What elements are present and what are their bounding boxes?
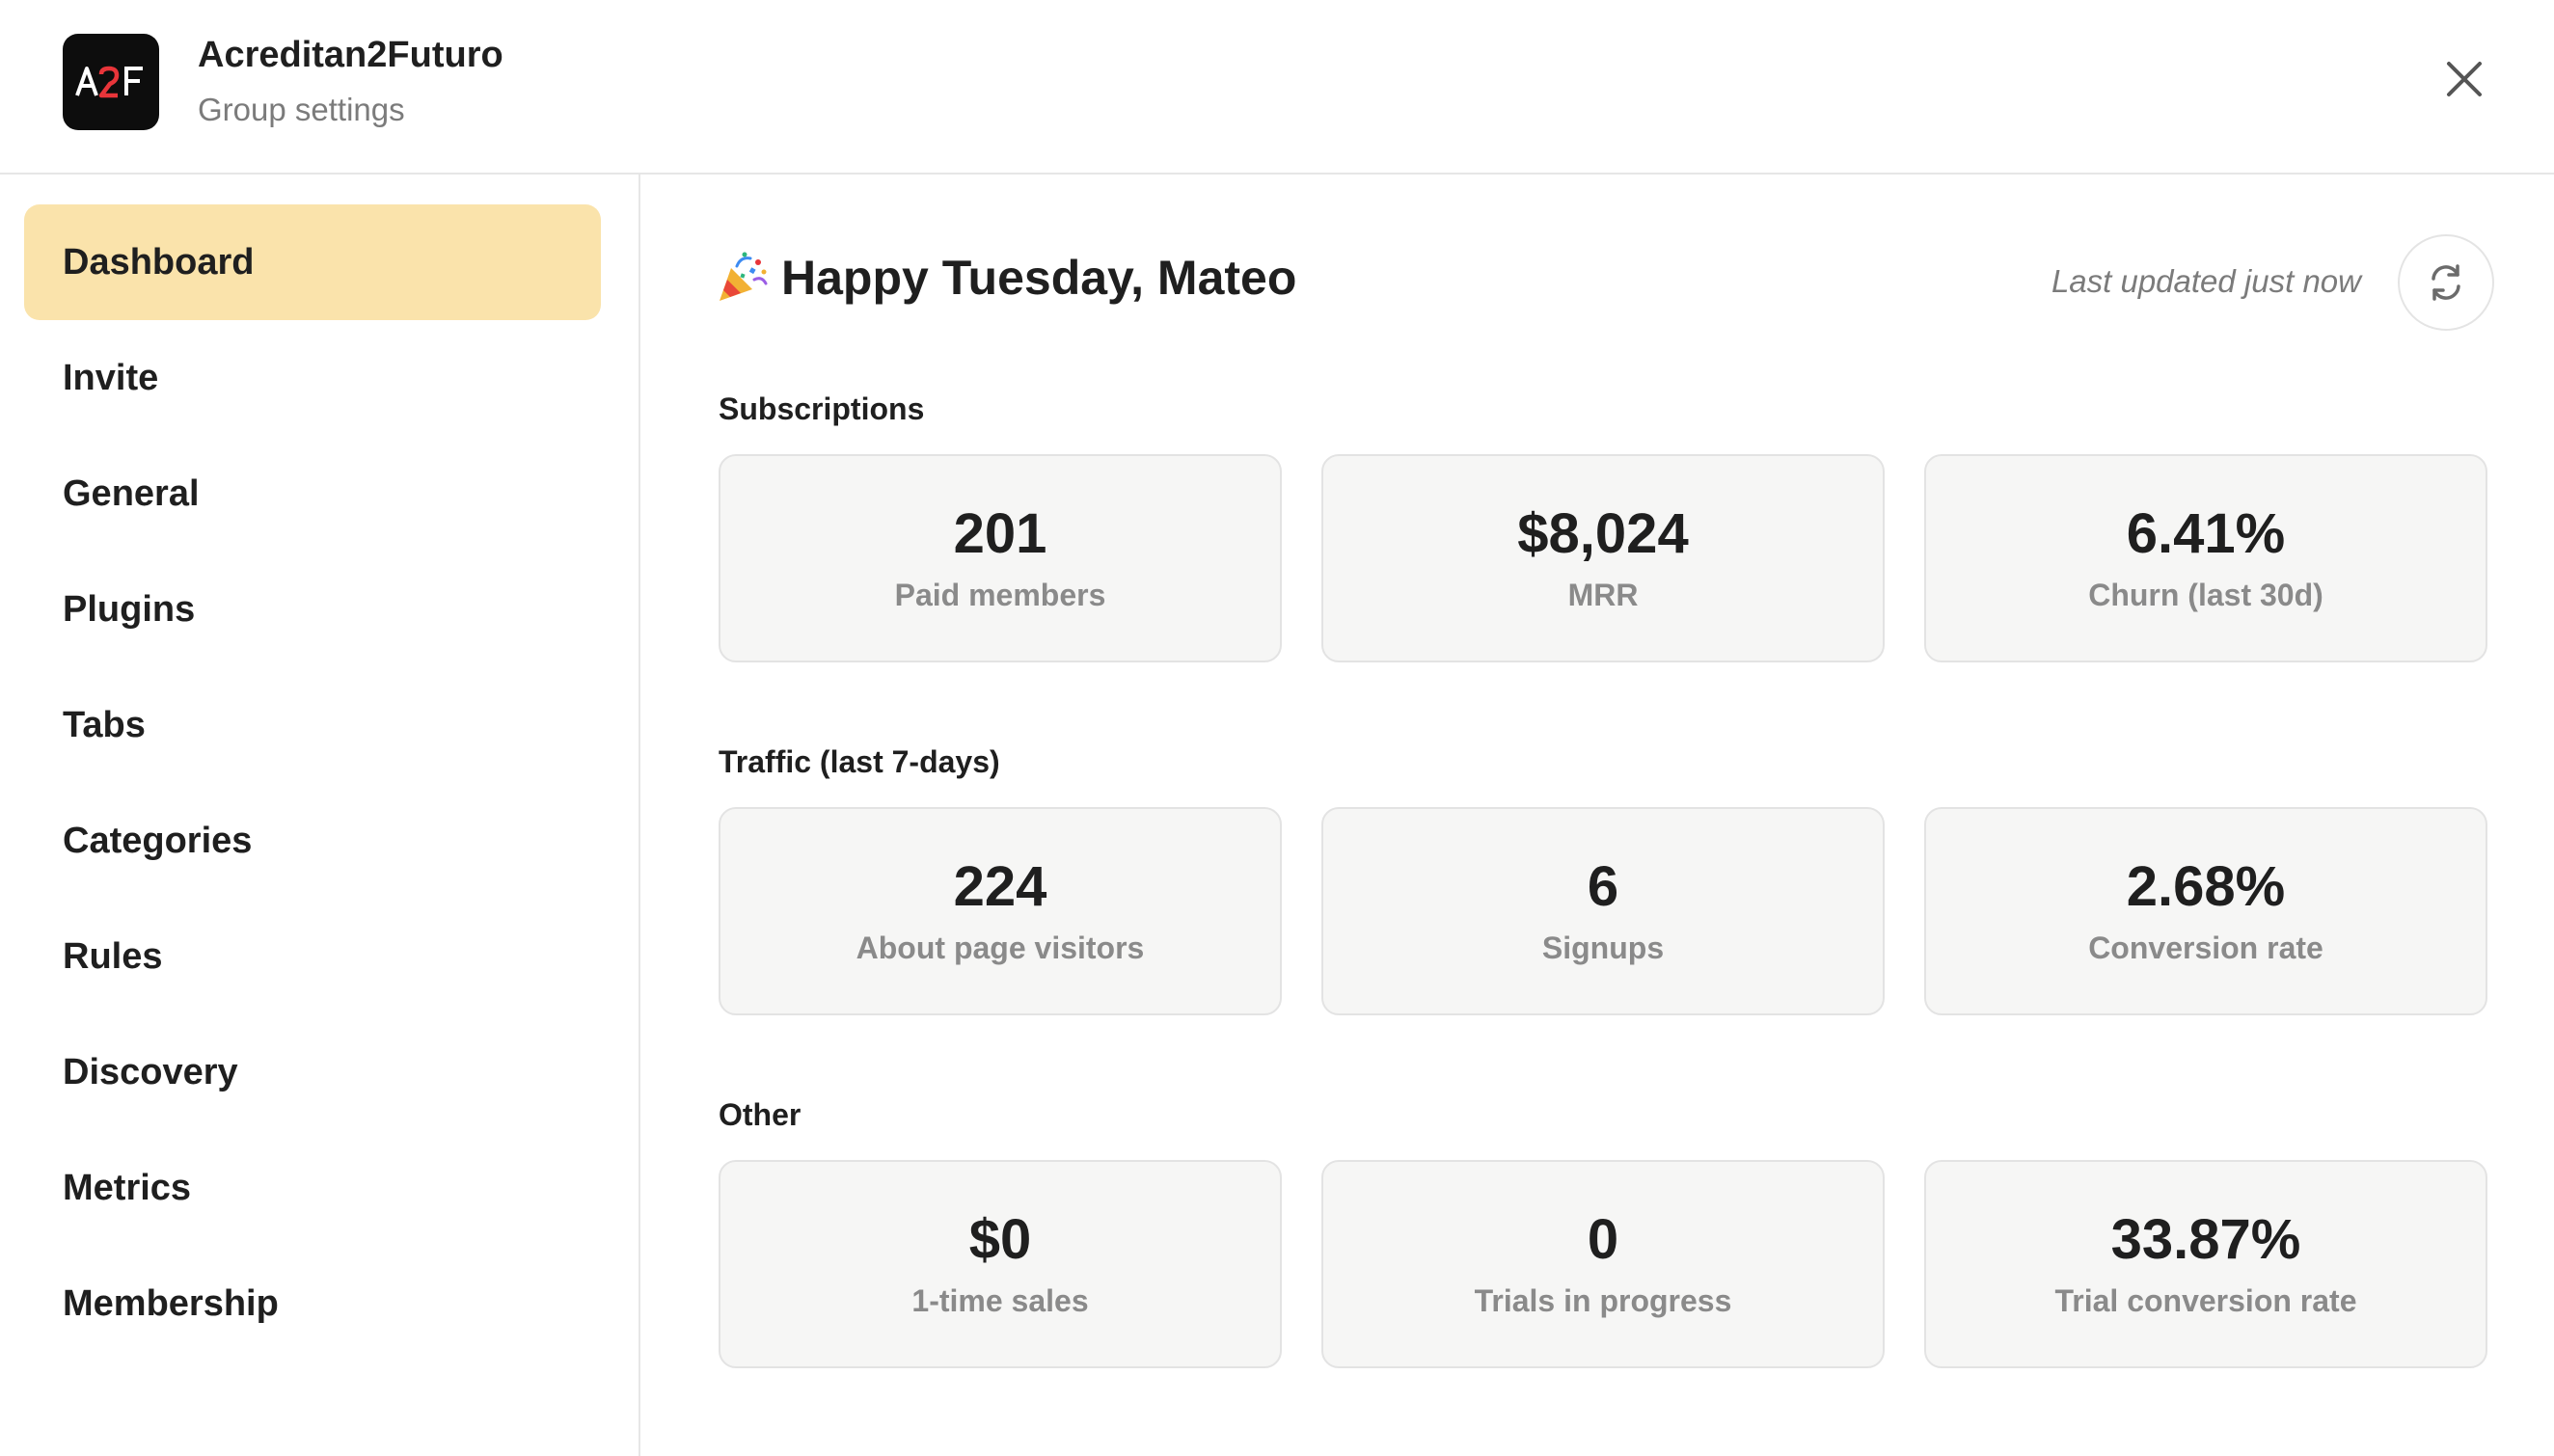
section-title-subscriptions: Subscriptions [719,391,925,426]
sidebar-item-label: Membership [63,1282,279,1324]
metric-value: 0 [1587,1207,1619,1271]
sidebar-item-label: Metrics [63,1167,192,1208]
metric-value: $0 [968,1207,1032,1271]
last-updated-text: Last updated just now [2051,263,2361,299]
metric-label: Churn (last 30d) [2088,578,2323,613]
sidebar-item-plugins[interactable]: Plugins [24,552,601,667]
metric-card-trials-in-progress: 0 Trials in progress [1321,1160,1885,1368]
metric-card-paid-members: 201 Paid members [719,454,1282,662]
metric-value: $8,024 [1517,501,1689,565]
settings-sidebar: Dashboard Invite General Plugins Tabs Ca… [0,175,640,1456]
metric-label: 1-time sales [911,1283,1089,1319]
metric-card-signups: 6 Signups [1321,807,1885,1015]
greeting-text: Happy Tuesday, Mateo [781,251,1297,305]
section-title-traffic: Traffic (last 7-days) [719,744,1000,779]
metric-value: 224 [953,854,1047,918]
metric-card-trial-conversion-rate: 33.87% Trial conversion rate [1924,1160,2487,1368]
metric-card-conversion-rate: 2.68% Conversion rate [1924,807,2487,1015]
metric-label: Trial conversion rate [2054,1283,2357,1319]
a2f-logo-icon [75,66,143,98]
section-title-other: Other [719,1097,802,1132]
metric-value: 201 [953,501,1047,565]
dashboard-main: Happy Tuesday, Mateo Last updated just n… [642,175,2554,1456]
metric-value: 6.41% [2126,501,2286,565]
close-button[interactable] [2440,55,2488,103]
metric-label: Signups [1541,930,1665,966]
sidebar-item-label: Categories [63,820,253,861]
sidebar-item-membership[interactable]: Membership [24,1246,601,1362]
metric-value: 6 [1587,854,1619,918]
metric-value: 33.87% [2110,1207,2301,1271]
metric-label: Trials in progress [1474,1283,1732,1319]
group-settings-subtitle: Group settings [198,92,405,127]
sidebar-item-label: Rules [63,935,163,977]
sidebar-item-label: Tabs [63,704,146,745]
metric-card-about-page-visitors: 224 About page visitors [719,807,1282,1015]
sidebar-item-label: Invite [63,357,159,398]
refresh-button[interactable] [2398,234,2494,331]
sidebar-item-general[interactable]: General [24,436,601,552]
sidebar-item-rules[interactable]: Rules [24,899,601,1014]
sidebar-item-label: Plugins [63,588,196,630]
metric-card-mrr: $8,024 MRR [1321,454,1885,662]
metric-label: Paid members [894,578,1106,613]
metric-label: Conversion rate [2088,930,2323,966]
metric-label: About page visitors [856,930,1145,966]
metric-label: MRR [1567,578,1639,613]
group-logo [63,34,159,130]
party-popper-icon [720,252,768,301]
metric-card-churn: 6.41% Churn (last 30d) [1924,454,2487,662]
header: Acreditan2Futuro Group settings [0,0,2554,175]
refresh-icon [2432,264,2460,301]
metric-value: 2.68% [2126,854,2286,918]
metric-card-one-time-sales: $0 1-time sales [719,1160,1282,1368]
group-name: Acreditan2Futuro [198,35,503,75]
sidebar-item-dashboard[interactable]: Dashboard [24,204,601,320]
close-icon [2447,62,2482,96]
greeting-heading: Happy Tuesday, Mateo [716,250,1296,306]
sidebar-item-label: Discovery [63,1051,238,1092]
sidebar-item-metrics[interactable]: Metrics [24,1130,601,1246]
sidebar-item-label: General [63,472,200,514]
sidebar-item-invite[interactable]: Invite [24,320,601,436]
sidebar-item-categories[interactable]: Categories [24,783,601,899]
sidebar-item-label: Dashboard [63,241,255,283]
sidebar-item-discovery[interactable]: Discovery [24,1014,601,1130]
sidebar-item-tabs[interactable]: Tabs [24,667,601,783]
